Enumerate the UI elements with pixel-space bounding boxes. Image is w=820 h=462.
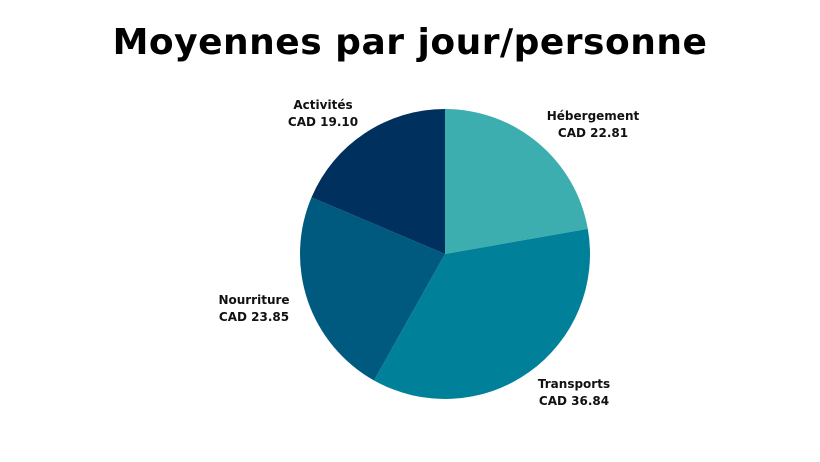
pie-slice-activites — [311, 109, 445, 254]
slice-name-label-hebergement: Hébergement — [547, 109, 640, 123]
pie-slices — [300, 109, 590, 399]
pie-labels: Hébergement CAD 22.81 Transports CAD 36.84 N… — [218, 98, 639, 408]
pie-slice-nourriture — [300, 197, 445, 381]
slice-value-label-transports: CAD 36.84 — [539, 394, 609, 408]
chart-title: Moyennes par jour/personne — [112, 22, 708, 63]
pie-slice-transports — [374, 228, 590, 399]
slice-value-label-activites: CAD 19.10 — [288, 115, 358, 129]
slice-name-label-transports: Transports — [538, 377, 610, 391]
slice-value-label-nourriture: CAD 23.85 — [219, 310, 289, 324]
slice-name-label-nourriture: Nourriture — [218, 293, 289, 307]
slice-value-label-hebergement: CAD 22.81 — [558, 126, 628, 140]
slice-name-label-activites: Activités — [293, 98, 352, 112]
pie-slice-hebergement — [445, 109, 588, 254]
